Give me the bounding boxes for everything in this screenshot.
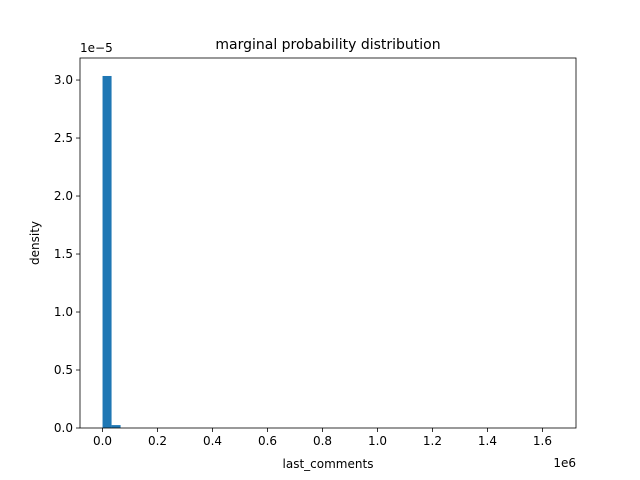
- x-tick-label-3: 0.6: [258, 434, 277, 448]
- chart-title: marginal probability distribution: [215, 37, 440, 53]
- histogram-bar-0: [102, 75, 112, 428]
- y-tick-label-4: 2.0: [54, 189, 73, 203]
- x-tick-label-8: 1.6: [533, 434, 552, 448]
- x-axis-ticks: 0.0 0.2 0.4 0.6 0.8 1.0 1.2 1.4 1.6: [93, 428, 552, 448]
- y-tick-label-0: 0.0: [54, 421, 73, 435]
- y-axis-offset-label: 1e−5: [80, 41, 113, 55]
- x-axis-label: last_comments: [283, 457, 374, 471]
- bars-group: [102, 75, 121, 428]
- y-tick-label-1: 0.5: [54, 363, 73, 377]
- y-tick-label-5: 2.5: [54, 131, 73, 145]
- y-tick-label-6: 3.0: [54, 73, 73, 87]
- x-tick-label-6: 1.2: [423, 434, 442, 448]
- plot-frame: [79, 57, 577, 429]
- x-tick-label-5: 1.0: [368, 434, 387, 448]
- y-axis-ticks: 0.0 0.5 1.0 1.5 2.0 2.5 3.0: [54, 73, 80, 435]
- x-tick-label-1: 0.2: [148, 434, 167, 448]
- y-axis-label: density: [28, 221, 42, 265]
- y-tick-label-3: 1.5: [54, 247, 73, 261]
- y-tick-label-2: 1.0: [54, 305, 73, 319]
- x-tick-label-7: 1.4: [478, 434, 497, 448]
- x-tick-label-2: 0.4: [203, 434, 222, 448]
- histogram-bar-1: [111, 425, 121, 428]
- x-tick-label-4: 0.8: [313, 434, 332, 448]
- x-tick-label-0: 0.0: [93, 434, 112, 448]
- x-axis-offset-label: 1e6: [553, 456, 576, 470]
